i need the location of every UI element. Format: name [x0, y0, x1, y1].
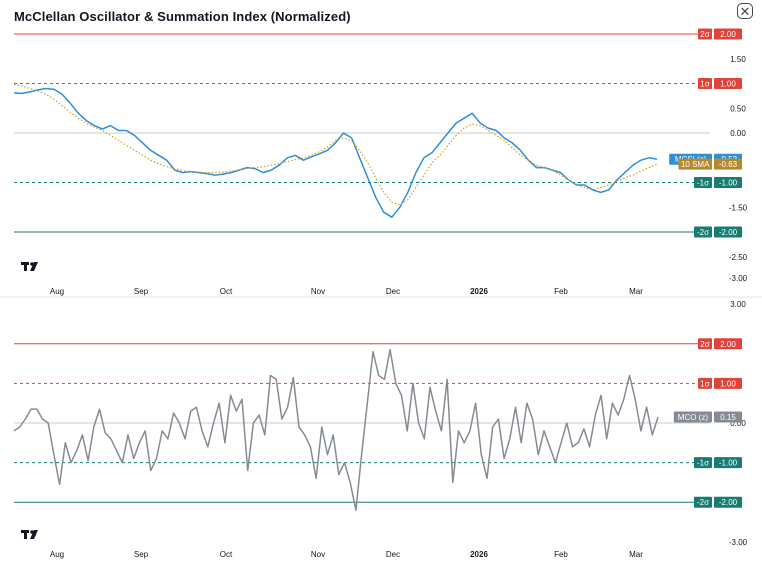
y-tick-label: -1.50 — [729, 203, 748, 212]
band-value-badge — [714, 496, 742, 508]
band-tag-badge — [698, 78, 712, 89]
x-tick-label: Sep — [134, 550, 149, 559]
band-tag-label: 1σ — [700, 80, 709, 89]
band-tag-label: 2σ — [700, 30, 709, 39]
x-tick-label: 2026 — [470, 287, 488, 296]
close-icon[interactable]: ✕ — [737, 3, 753, 19]
series-value-badge — [714, 411, 742, 423]
series-line-mcsi — [13, 87, 658, 218]
x-tick-label: Mar — [629, 287, 643, 296]
x-tick-label: Oct — [220, 287, 233, 296]
band-value-label: 2.00 — [720, 340, 736, 349]
band-value-badge — [714, 377, 742, 389]
band-value-label: 1.00 — [720, 80, 736, 89]
y-tick-label: 1.50 — [730, 55, 746, 64]
y-tick-label: 0.50 — [730, 104, 746, 113]
x-tick-label: Feb — [554, 550, 568, 559]
band-tag-badge — [698, 338, 712, 350]
band-tag-label: 1σ — [700, 379, 709, 388]
band-tag-label: -1σ — [697, 179, 709, 188]
band-tag-label: -2σ — [697, 228, 709, 237]
band-tag-badge — [698, 28, 712, 40]
band-value-label: -2.00 — [719, 498, 738, 507]
y-tick-label: 3.00 — [730, 300, 746, 309]
logo-stem — [24, 262, 27, 271]
y-tick-label: -3.00 — [729, 538, 748, 547]
series-line-sma — [13, 83, 658, 206]
x-tick-label: 2026 — [470, 550, 488, 559]
band-tag-label: -1σ — [697, 459, 709, 468]
band-tag-badge — [694, 457, 712, 469]
x-tick-label: Aug — [50, 287, 64, 296]
y-tick-label: 0.00 — [730, 129, 746, 138]
band-value-label: -2.00 — [719, 228, 738, 237]
series-value-label: -0.63 — [719, 160, 738, 169]
bottom-panel: 2σ 2.00 1σ 1.00 -1σ -1.00 -2σ -2.00 3.00 0.00 -3.0… — [0, 296, 762, 559]
x-tick-label: Mar — [629, 550, 643, 559]
band-value-badge — [714, 78, 742, 89]
x-tick-label: Nov — [311, 550, 325, 559]
band-value-label: 1.00 — [720, 379, 736, 388]
y-tick-label: 0.00 — [730, 419, 746, 428]
series-value-label: 0.15 — [720, 413, 736, 422]
series-name-label: 10 SMA — [681, 160, 710, 169]
band-value-badge — [714, 226, 742, 238]
band-value-badge — [714, 177, 742, 188]
band-value-badge — [714, 28, 742, 40]
band-value-badge — [714, 338, 742, 350]
series-name-label: MCO (z) — [678, 413, 709, 422]
page-title: McClellan Oscillator & Summation Index (… — [14, 9, 351, 24]
band-tag-label: 2σ — [700, 340, 709, 349]
top-panel: 2σ 2.00 1σ 1.00 -1σ -1.00 -2σ -2.00 1.50 0.50 0.00… — [13, 28, 748, 296]
band-value-label: -1.00 — [719, 459, 738, 468]
band-tag-badge — [694, 226, 712, 238]
series-line-mco — [13, 348, 659, 511]
x-tick-label: Oct — [220, 550, 233, 559]
band-tag-badge — [698, 377, 712, 389]
logo-slash — [30, 530, 38, 539]
series-value-badge — [714, 158, 742, 170]
band-tag-badge — [694, 496, 712, 508]
band-value-label: 2.00 — [720, 30, 736, 39]
x-tick-label: Feb — [554, 287, 568, 296]
series-name-badge — [678, 158, 712, 170]
x-tick-label: Nov — [311, 287, 325, 296]
band-tag-badge — [694, 177, 712, 188]
x-tick-label: Dec — [386, 287, 400, 296]
logo-slash — [30, 262, 38, 271]
logo-stem — [24, 530, 27, 539]
band-tag-label: -2σ — [697, 498, 709, 507]
y-tick-label: -3.00 — [729, 274, 748, 283]
band-value-label: -1.00 — [719, 179, 738, 188]
tradingview-logo — [21, 262, 38, 271]
y-tick-label: -2.50 — [729, 253, 748, 262]
x-tick-label: Aug — [50, 550, 64, 559]
x-tick-label: Dec — [386, 550, 400, 559]
band-value-badge — [714, 457, 742, 469]
tradingview-logo — [21, 530, 38, 539]
series-name-badge — [673, 411, 712, 423]
x-tick-label: Sep — [134, 287, 149, 296]
